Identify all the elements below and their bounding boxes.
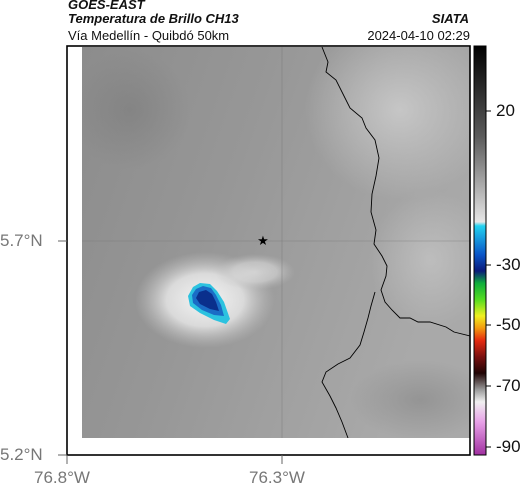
cloud-region-se xyxy=(350,360,470,438)
organization-label: SIATA xyxy=(431,11,469,26)
cloud-region-nw xyxy=(82,50,190,170)
route-subtitle: Vía Medellín - Quibdó 50km xyxy=(68,28,230,43)
colorbar-tick-label: -70 xyxy=(496,376,521,395)
star-icon: ★ xyxy=(257,234,269,249)
lat-tick-label: 5.2°N xyxy=(0,445,43,464)
agency-title: GOES-EAST xyxy=(68,0,145,12)
lon-tick-label: 76.8°W xyxy=(34,468,90,487)
department-border-south xyxy=(321,291,376,438)
colorbar-tick-label: -50 xyxy=(496,315,521,334)
lat-tick-label: 5.7°N xyxy=(0,231,43,250)
timestamp-label: 2024-04-10 02:29 xyxy=(367,28,470,43)
colorbar-tick-label: -90 xyxy=(496,437,521,456)
cloud-region-ne xyxy=(305,47,470,200)
colorbar-tick-label: -30 xyxy=(496,255,521,274)
cloud-region-e xyxy=(370,190,470,330)
product-title: Temperatura de Brillo CH13 xyxy=(68,11,239,26)
colorbar xyxy=(473,45,487,456)
lon-tick-label: 76.3°W xyxy=(249,468,305,487)
cold-cloud-core xyxy=(196,290,219,311)
colorbar-tick-label: 20 xyxy=(496,101,515,120)
storm-glow-tail xyxy=(215,254,295,290)
department-border xyxy=(321,47,470,337)
map-border xyxy=(66,45,471,456)
